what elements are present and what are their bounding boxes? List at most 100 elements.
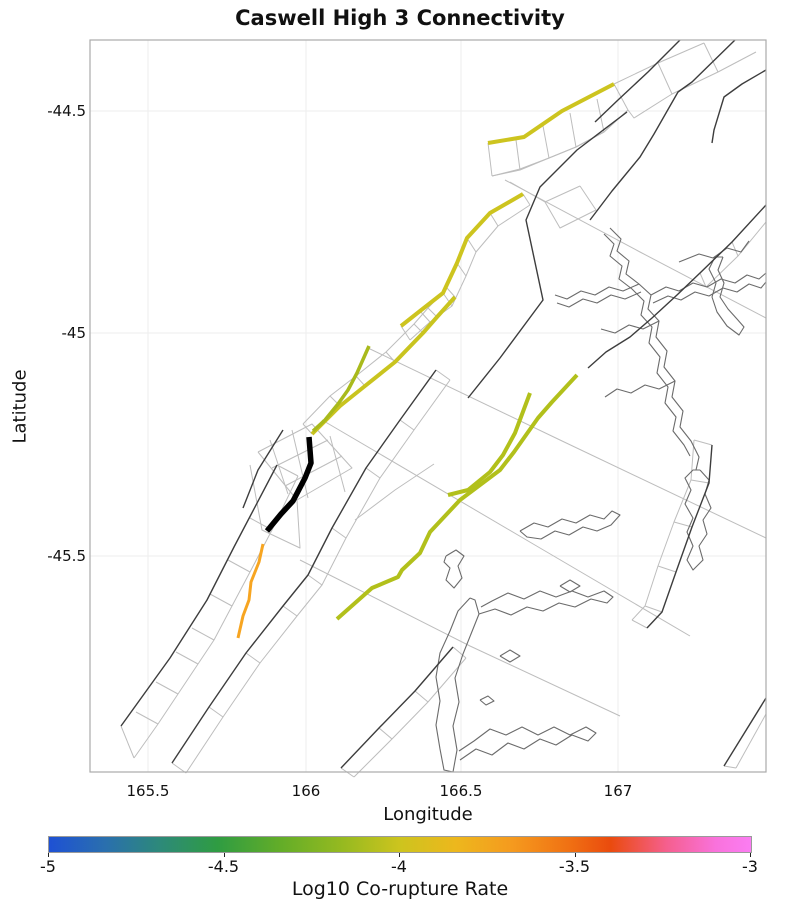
fault-section-rung xyxy=(446,287,456,298)
coastline xyxy=(600,320,660,334)
fault-trace xyxy=(594,39,681,123)
fault-section-rung xyxy=(427,307,438,318)
fault-section-rung xyxy=(522,193,531,206)
rupture-northwest-trending-segment-a xyxy=(399,192,524,328)
fault-trace xyxy=(589,39,736,221)
fault-section-outline xyxy=(284,455,343,487)
fault-trace xyxy=(171,369,437,764)
rupture-orange-segment xyxy=(236,543,265,639)
fault-section-rung xyxy=(542,125,550,159)
fault-section-rung xyxy=(227,559,251,573)
fault-section-outline xyxy=(269,439,289,495)
x-tick-label: 165.5 xyxy=(126,782,170,800)
fault-section-rung xyxy=(489,212,499,227)
fault-section-rung xyxy=(355,375,366,387)
fault-section-rung xyxy=(690,479,710,484)
rupture-caswell-high-3-source-fault xyxy=(264,436,314,533)
fault-section-rung xyxy=(699,272,707,288)
fault-section-rung xyxy=(596,98,605,133)
fault-section-rung xyxy=(487,142,493,177)
fault-section-outline xyxy=(717,51,757,73)
fault-section-outline xyxy=(321,419,691,637)
fault-section-rung xyxy=(276,464,299,477)
colorbar-tick-label: -3 xyxy=(742,857,758,876)
fault-section-rung xyxy=(419,310,431,323)
coastline xyxy=(650,272,767,296)
colorbar-tick xyxy=(48,853,49,857)
fault-section-outline xyxy=(504,179,767,319)
fault-section-outline xyxy=(257,423,353,501)
y-tick-label: -44.5 xyxy=(47,102,86,120)
fault-section-rung xyxy=(307,574,323,586)
colorbar-tick xyxy=(750,853,751,857)
fault-section-rung xyxy=(413,323,424,334)
coastline xyxy=(479,695,495,706)
fault-trace xyxy=(467,111,628,399)
fault-section-rung xyxy=(385,351,396,363)
x-tick-label: 167 xyxy=(603,782,633,800)
colorbar xyxy=(48,836,752,853)
fault-section-rung xyxy=(631,619,648,629)
y-tick-label: -45.5 xyxy=(47,547,86,565)
fault-section-rung xyxy=(191,627,215,641)
fault-section-rung xyxy=(378,727,393,740)
y-tick-label: -45 xyxy=(61,324,87,342)
fault-section-rung xyxy=(135,711,159,725)
fault-section-rung xyxy=(399,419,415,431)
fault-section-rung xyxy=(120,725,135,759)
fault-section-outline xyxy=(271,439,329,469)
fault-section-edge xyxy=(491,109,629,177)
colorbar-tick-label: -4.5 xyxy=(207,857,240,876)
fault-section-rung xyxy=(644,605,663,613)
x-tick-label: 166 xyxy=(291,782,321,800)
fault-section-edge xyxy=(735,713,767,769)
fault-section-outline xyxy=(299,559,621,717)
fault-section-edge xyxy=(353,657,467,778)
fault-section-rung xyxy=(657,565,677,573)
fault-section-rung xyxy=(171,762,187,774)
fault-trace xyxy=(646,444,713,629)
fault-section-rung xyxy=(435,369,451,381)
chart-title: Caswell High 3 Connectivity xyxy=(235,6,565,30)
coastline xyxy=(443,549,465,589)
rupture-northeast-upper-segment xyxy=(487,82,615,145)
coastline xyxy=(604,380,676,398)
coastline xyxy=(603,233,691,457)
fault-trace xyxy=(711,69,767,144)
fault-section-outline xyxy=(354,463,435,521)
fault-section-rung xyxy=(282,605,298,617)
fault-section-rung xyxy=(456,262,467,277)
fault-section-rung xyxy=(466,237,477,253)
fault-section-rung xyxy=(569,112,577,148)
fault-section-rung xyxy=(175,651,199,665)
fault-section-rung xyxy=(209,593,233,607)
colorbar-tick-label: -5 xyxy=(40,857,56,876)
fault-section-rung xyxy=(155,681,179,695)
coastline xyxy=(609,227,700,471)
rupture-central-green-segment xyxy=(447,392,532,497)
coastline xyxy=(708,256,745,336)
coastline xyxy=(478,590,614,616)
plot-frame xyxy=(89,39,767,773)
fault-section-rung xyxy=(331,527,347,539)
fault-trace xyxy=(587,204,767,369)
colorbar-label: Log10 Co-rupture Rate xyxy=(291,878,509,900)
colorbar-tick xyxy=(223,853,225,857)
fault-section-rung xyxy=(693,439,713,446)
fault-section-outline xyxy=(367,347,767,539)
fault-trace xyxy=(723,697,767,767)
coastline xyxy=(499,649,521,663)
colorbar-tick xyxy=(574,853,576,857)
coastline xyxy=(554,283,640,300)
fault-section-rung xyxy=(414,690,429,703)
fault-trace xyxy=(120,464,278,727)
coastline xyxy=(458,726,597,761)
rupture-short-olive-segment xyxy=(311,345,371,433)
fault-trace xyxy=(242,429,284,509)
plot-background xyxy=(90,40,766,772)
rupture-northwest-trending-segment-b xyxy=(310,295,457,436)
fault-section-outline xyxy=(291,429,309,499)
rupture-central-green-long-segment xyxy=(335,373,579,621)
colorbar-tick xyxy=(399,853,400,857)
fault-section-outline xyxy=(249,464,301,549)
